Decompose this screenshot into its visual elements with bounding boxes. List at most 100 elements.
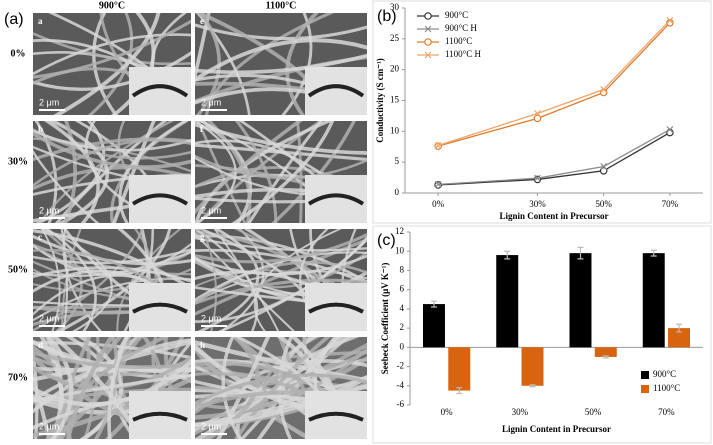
y-tick-label: 25 [390,33,400,43]
fiber [60,229,69,331]
fiber [195,278,367,305]
sem-image: a 2 μm [33,13,191,115]
fiber [253,229,343,331]
scale-bar-label: 2 μm [201,97,221,107]
sem-image: f 2 μm [195,121,367,223]
sem-image: h 2 μm [195,337,367,439]
marker [666,16,674,24]
fiber [195,38,367,83]
error-bar [529,384,536,388]
marker [600,163,608,170]
bar [642,253,665,348]
scale-bar-label: 2 μm [201,313,221,323]
fiber [281,13,313,115]
fibers [195,337,367,439]
fiber [65,337,115,439]
fiber [41,229,61,331]
y-tick-label: -6 [397,399,405,409]
marker [599,167,608,175]
error-bar [430,300,437,308]
fiber [195,373,367,406]
image-letter: g [200,232,205,242]
x-tick-label: 0% [432,199,445,209]
sem-image: e 2 μm [195,13,367,115]
fiber [93,337,119,439]
fiber [112,121,156,223]
marker [434,142,442,149]
marker [534,174,541,182]
legend-marker [424,25,432,33]
fiber [63,121,77,223]
y-axis-label: Seebeck Coefficient (μV K⁻¹) [380,263,390,375]
error-bar [504,250,511,260]
bar [668,328,690,348]
fiber [33,358,191,407]
error-bar [602,355,609,359]
fiber [40,229,113,331]
series-line [438,128,671,186]
legend-marker [424,38,432,46]
fiber [33,19,191,79]
panel-frame [372,225,712,444]
panel-frame [372,0,712,224]
scale-bar-label: 2 μm [39,313,59,323]
panel-label: (b) [377,8,397,25]
sem-image: c 2 μm [33,229,191,331]
y-tick-label: 0 [400,341,405,351]
legend-label: 900°C [445,10,468,20]
fiber [43,121,100,223]
fibers [195,13,367,115]
column-header: 900°C [99,0,125,11]
bar [521,347,544,386]
inset-sample [308,302,364,314]
y-tick-label: 5 [395,156,400,166]
fiber [195,375,367,427]
row-label: 30% [8,156,28,167]
y-tick-label: -4 [397,380,405,390]
y-tick-label: 10 [390,125,400,135]
fiber [118,121,189,223]
fiber [234,121,278,223]
legend-label: 900°C [653,369,676,379]
legend-marker [424,12,432,20]
bar [423,304,445,348]
series-line [437,22,671,147]
fibers [33,337,191,439]
legend-swatch [641,385,649,393]
legend-label: 900°C H [445,23,477,33]
fiber [195,232,367,264]
series-line [438,132,671,186]
fiber [201,229,217,331]
fiber [231,121,335,223]
legend-label: 1100°C [445,36,472,46]
fiber [33,149,100,223]
y-tick-label: -2 [397,361,405,371]
fiber [62,229,102,331]
scale-bar-label: 2 μm [39,97,59,107]
fiber [33,131,191,169]
sem-image: d 2 μm [33,337,191,439]
x-tick-label: 30% [512,407,529,417]
inset-photo [305,283,367,331]
y-tick-label: 10 [395,245,405,255]
fiber [195,13,251,115]
x-tick-label: 50% [595,199,612,209]
fiber [116,229,182,331]
fiber [33,376,191,438]
marker [534,110,541,117]
inset-sample [308,411,364,422]
legend-label: 1100°C H [445,49,482,59]
inset-sample [132,302,188,314]
sem-image: g 2 μm [195,229,367,331]
fibers [33,229,191,331]
x-axis-label: Lignin Content in Precursor [502,424,611,434]
row-label: 50% [8,264,28,275]
fiber [195,248,367,286]
row-label: 70% [8,372,28,383]
fiber [110,13,156,115]
scale-bar-label: 2 μm [201,421,221,431]
fiber [195,122,367,155]
image-letter: d [38,340,43,350]
fiber [277,337,294,439]
bar [569,253,592,348]
